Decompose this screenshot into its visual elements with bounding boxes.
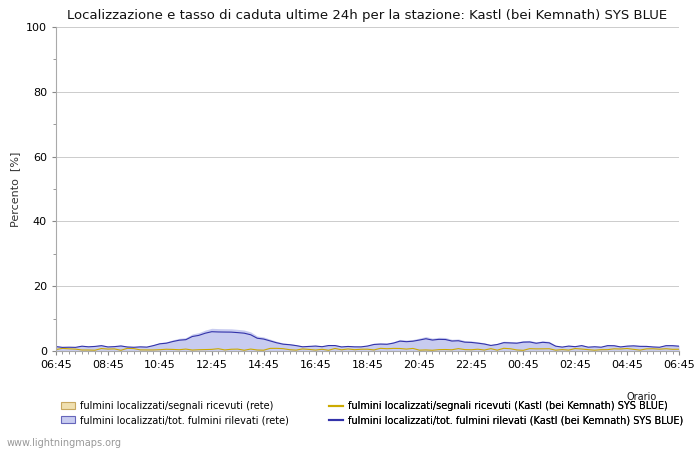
Text: Orario: Orario — [626, 392, 657, 402]
Legend: fulmini localizzati/segnali ricevuti (Kastl (bei Kemnath) SYS BLUE), fulmini loc: fulmini localizzati/segnali ricevuti (Ka… — [329, 401, 683, 425]
Y-axis label: Percento  [%]: Percento [%] — [10, 151, 20, 227]
Text: www.lightningmaps.org: www.lightningmaps.org — [7, 438, 122, 448]
Title: Localizzazione e tasso di caduta ultime 24h per la stazione: Kastl (bei Kemnath): Localizzazione e tasso di caduta ultime … — [67, 9, 668, 22]
